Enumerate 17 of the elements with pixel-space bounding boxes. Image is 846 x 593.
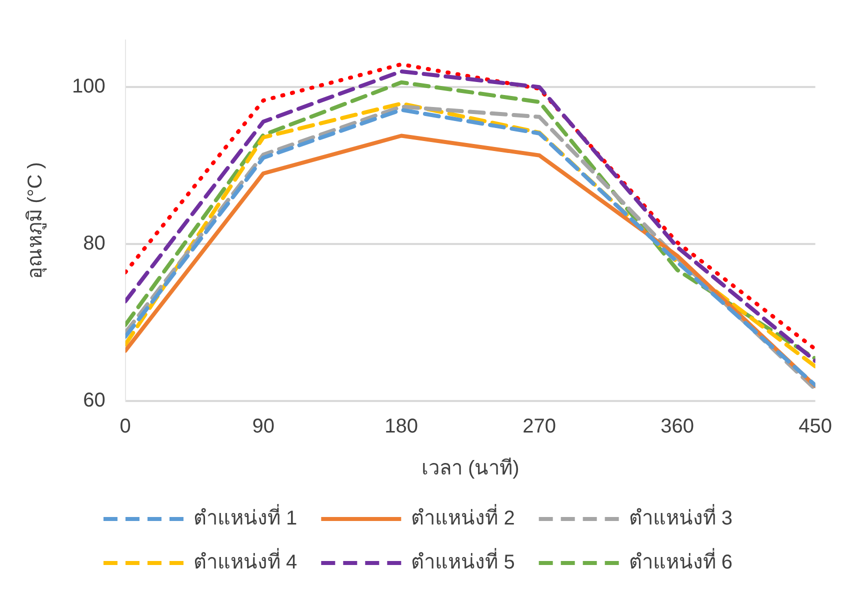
legend-label: ตำแหน่งที่ 3	[628, 504, 733, 530]
x-tick-label: 90	[252, 416, 274, 438]
legend-label: ตำแหน่งที่ 2	[411, 504, 515, 530]
x-tick-label: 270	[522, 416, 556, 438]
y-tick-label: 80	[83, 232, 106, 255]
y-tick-label: 100	[72, 76, 106, 98]
legend-label: ตำแหน่งที่ 5	[411, 548, 515, 574]
x-tick-label: 360	[660, 416, 694, 438]
y-axis-title: อุณหภูมิ (°C )	[24, 162, 48, 279]
legend-label: ตำแหน่งที่ 6	[628, 548, 733, 574]
x-tick-label: 450	[798, 416, 832, 438]
legend-label: ตำแหน่งที่ 1	[193, 504, 298, 530]
x-axis-title: เวลา (นาที)	[421, 458, 520, 480]
y-tick-label: 60	[83, 390, 106, 412]
x-tick-label: 180	[384, 416, 418, 438]
x-tick-label: 0	[120, 416, 131, 438]
legend-label: ตำแหน่งที่ 4	[193, 548, 298, 574]
